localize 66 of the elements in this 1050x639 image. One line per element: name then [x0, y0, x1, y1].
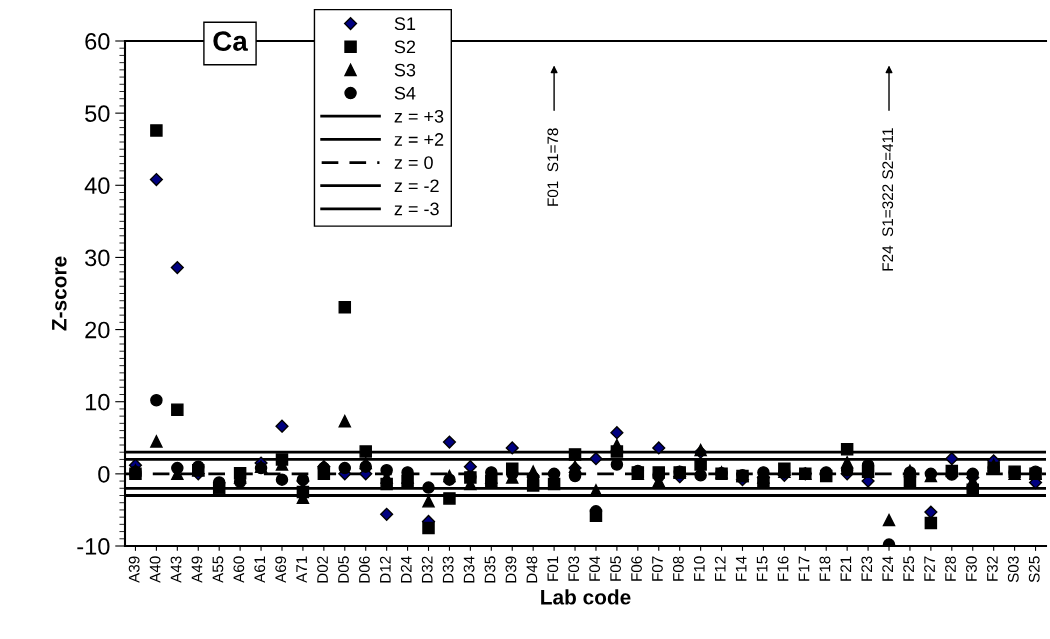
x-tick-label: F10 [693, 556, 705, 581]
x-tick-label: F07 [652, 556, 663, 581]
y-tick-label: 30 [85, 249, 110, 267]
x-axis-title: Lab code [541, 589, 631, 605]
x-tick-label: F17 [798, 556, 810, 581]
x-tick-label: F12 [714, 556, 726, 581]
legend-label: S1 [394, 17, 416, 31]
x-tick-label: F03 [568, 556, 580, 581]
x-tick-label: A61 [254, 556, 266, 583]
y-tick-label: 0 [98, 465, 110, 483]
x-tick-label: F27 [924, 556, 935, 581]
x-tick-label: F25 [903, 556, 915, 581]
x-tick-label: F23 [861, 556, 873, 581]
y-tick-label: 50 [85, 105, 110, 122]
x-tick-label: A60 [233, 556, 245, 583]
y-tick-label: 10 [85, 393, 110, 411]
x-tick-label: F30 [966, 556, 977, 581]
legend-label: z = -3 [394, 202, 439, 216]
x-tick-label: F08 [672, 556, 684, 581]
x-tick-label: D12 [379, 556, 391, 583]
x-tick-label: A40 [149, 556, 161, 583]
x-tick-label: F06 [631, 556, 642, 581]
x-tick-label: F18 [819, 556, 831, 581]
x-tick-label: D33 [442, 556, 454, 583]
x-tick-label: F32 [986, 556, 998, 581]
x-tick-label: A43 [170, 556, 182, 583]
legend-label: z = +3 [394, 109, 444, 123]
y-tick-label: -10 [77, 538, 110, 555]
legend-label: z = +2 [394, 133, 444, 146]
x-tick-label: F24 [882, 556, 893, 581]
x-tick-label: D48 [526, 556, 538, 583]
legend-label: S4 [394, 86, 416, 100]
y-tick-label: 40 [84, 177, 110, 195]
x-tick-label: D34 [463, 556, 475, 583]
x-tick-label: F05 [610, 556, 621, 581]
x-tick-label: D32 [421, 556, 433, 583]
x-tick-label: S25 [1028, 556, 1040, 583]
x-tick-label: F28 [945, 556, 956, 581]
x-tick-label: D05 [338, 556, 349, 583]
x-tick-label: D02 [317, 556, 328, 583]
legend-label: z = 0 [394, 156, 433, 170]
x-tick-label: A39 [128, 556, 140, 583]
x-tick-label: A69 [275, 556, 287, 583]
annotation: F01 S1=78 [547, 128, 559, 206]
y-tick-label: 20 [85, 321, 110, 339]
x-tick-label: F14 [735, 556, 747, 581]
x-tick-label: F04 [589, 556, 601, 581]
annotation: F24 S1=322 S2=411 [882, 128, 894, 271]
x-tick-label: F15 [756, 556, 768, 581]
x-tick-label: A55 [212, 556, 224, 583]
y-axis-title: Z-score [52, 256, 67, 331]
legend-label: z = -2 [394, 179, 439, 192]
x-tick-label: A49 [191, 556, 203, 583]
chart-title: Ca [213, 31, 248, 51]
x-tick-label: S03 [1007, 556, 1019, 583]
legend-label: S3 [394, 63, 416, 77]
x-tick-label: D35 [484, 556, 496, 583]
x-tick-label: F16 [777, 556, 789, 581]
x-tick-label: D24 [400, 556, 412, 583]
x-tick-label: D06 [359, 556, 370, 583]
x-tick-label: F21 [840, 556, 852, 581]
legend-label: S2 [394, 40, 416, 54]
x-tick-label: F01 [547, 556, 559, 581]
x-tick-label: D39 [505, 556, 517, 583]
x-tick-label: A71 [296, 556, 307, 583]
y-tick-label: 60 [85, 33, 110, 50]
